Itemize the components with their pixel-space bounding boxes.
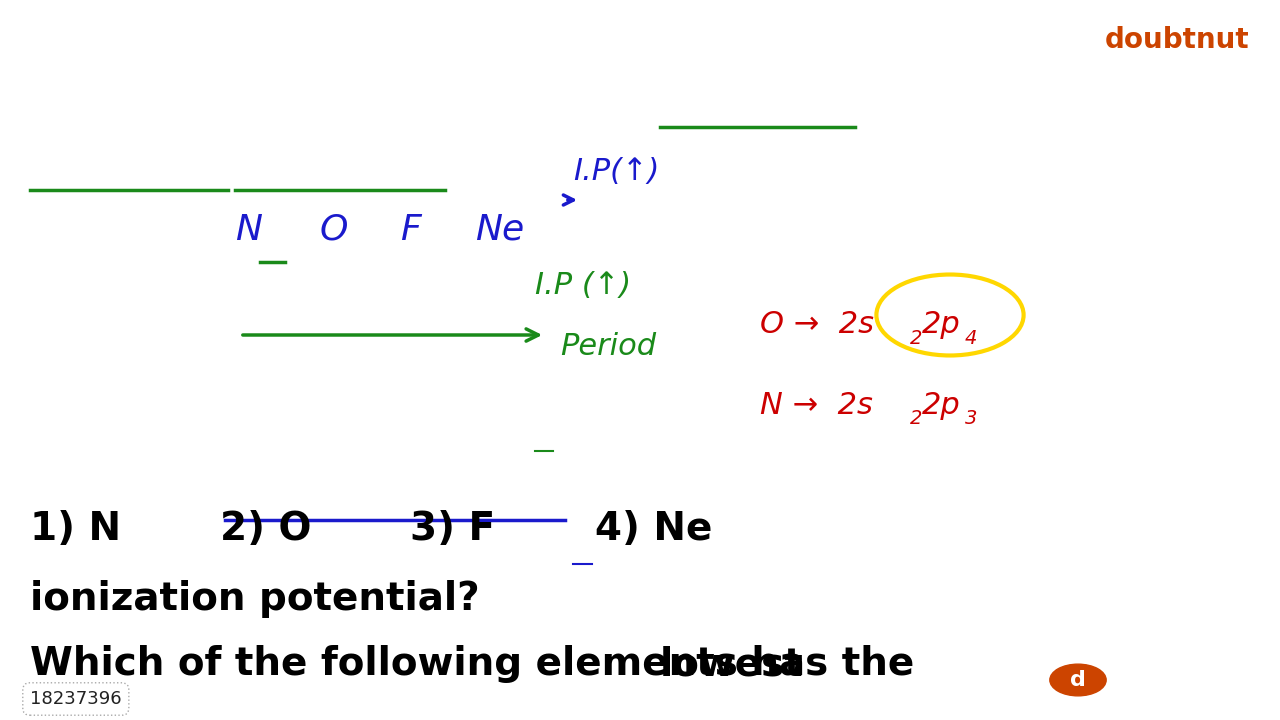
Text: O: O bbox=[320, 213, 348, 247]
Text: lowest: lowest bbox=[660, 645, 804, 683]
Text: I.P(↑): I.P(↑) bbox=[573, 158, 659, 186]
Text: N →  2s: N → 2s bbox=[760, 390, 873, 420]
Text: ionization potential?: ionization potential? bbox=[29, 580, 480, 618]
Text: Period: Period bbox=[561, 333, 657, 361]
Text: 2p: 2p bbox=[922, 310, 961, 340]
Text: 2: 2 bbox=[910, 410, 923, 428]
Circle shape bbox=[1050, 664, 1106, 696]
Text: 2: 2 bbox=[910, 330, 923, 348]
Text: 3) F: 3) F bbox=[410, 510, 495, 548]
Text: 2p: 2p bbox=[922, 390, 961, 420]
Text: Ne: Ne bbox=[475, 213, 525, 247]
Text: doubtnut: doubtnut bbox=[1105, 26, 1249, 54]
Text: 2) O: 2) O bbox=[220, 510, 311, 548]
Text: F: F bbox=[399, 213, 421, 247]
Text: N: N bbox=[236, 213, 262, 247]
Text: I.P (↑): I.P (↑) bbox=[535, 271, 631, 300]
Text: 3: 3 bbox=[965, 410, 978, 428]
Text: O →  2s: O → 2s bbox=[760, 310, 874, 340]
Text: Which of the following elements has the: Which of the following elements has the bbox=[29, 645, 928, 683]
Text: 4: 4 bbox=[965, 330, 978, 348]
Text: 18237396: 18237396 bbox=[29, 690, 122, 708]
Text: 4) Ne: 4) Ne bbox=[595, 510, 713, 548]
Text: 1) N: 1) N bbox=[29, 510, 122, 548]
Text: d: d bbox=[1070, 670, 1085, 690]
